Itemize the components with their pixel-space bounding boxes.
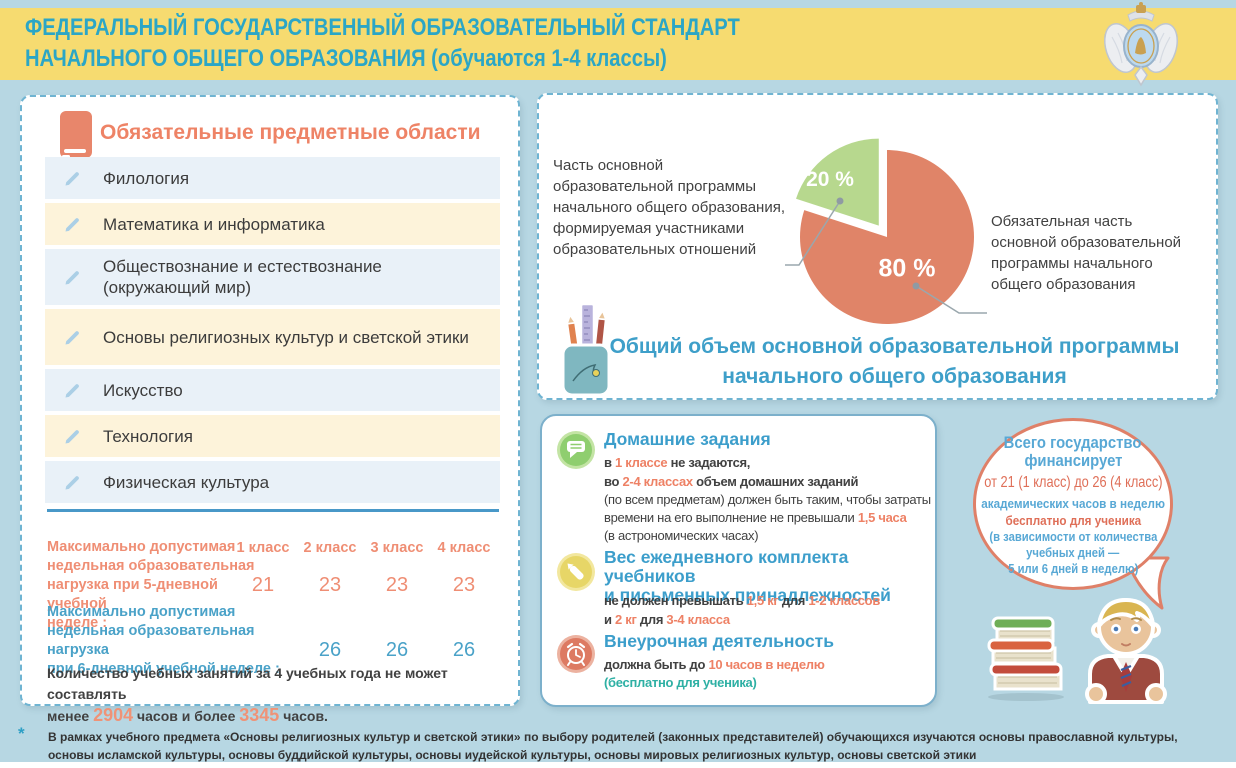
textbook-weight-title: Вес ежедневного комплекта учебников и пи… — [604, 547, 891, 605]
subject-row: Филология — [45, 157, 500, 199]
six-day-value-grade4: 26 — [452, 639, 476, 661]
pie-slice-80-description: Обязательная часть основной образователь… — [991, 213, 1182, 293]
pencil-icon — [65, 476, 79, 490]
page-title-line1: ФЕДЕРАЛЬНЫЙ ГОСУДАРСТВЕННЫЙ ОБРАЗОВАТЕЛЬ… — [25, 14, 740, 41]
pencil-icon — [65, 271, 79, 285]
subject-row: Математика и информатика — [45, 203, 500, 245]
funding-speech-bubble: Всего государство финансирует от 21 (1 к… — [973, 418, 1173, 590]
five-day-value-grade1: 21 — [251, 574, 275, 596]
divider-line — [47, 509, 499, 512]
header-band — [0, 8, 1236, 80]
subject-row: Физическая культура — [45, 461, 500, 503]
pencil-icon — [65, 331, 79, 345]
chat-bubble-icon — [557, 431, 595, 469]
five-day-value-grade4: 23 — [452, 574, 476, 596]
bubble-line: от 21 (1 класс) до 26 (4 класс) — [983, 473, 1163, 491]
alarm-clock-icon — [557, 635, 595, 673]
pencil-cup-icon — [561, 302, 611, 397]
pie-slice-20-label: 20 % — [806, 168, 854, 191]
bubble-line: 5 или 6 дней в неделю) — [1007, 561, 1139, 576]
bottom-strip — [0, 762, 1236, 768]
footnote-text: В рамках учебного предмета «Основы религ… — [48, 728, 1218, 764]
pie-slice-20-description: Часть основной образовательной программы… — [553, 157, 785, 258]
book-icon — [60, 111, 92, 158]
page-title: ФЕДЕРАЛЬНЫЙ ГОСУДАРСТВЕННЫЙ ОБРАЗОВАТЕЛЬ… — [25, 12, 876, 74]
subject-areas-panel: Обязательные предметные области Филологи… — [20, 95, 520, 725]
page-title-line2: НАЧАЛЬНОГО ОБЩЕГО ОБРАЗОВАНИЯ (обучаются… — [25, 45, 667, 72]
subject-label: Филология — [103, 168, 190, 188]
footnote-line2: основы исламской культуры, основы буддий… — [48, 748, 977, 762]
subject-label: Искусство — [103, 380, 183, 400]
five-day-value-grade3: 23 — [385, 574, 409, 596]
subject-areas-title: Обязательные предметные области — [100, 121, 481, 144]
homework-line: (в астрономических часах) — [604, 528, 759, 543]
subject-row: Искусство — [45, 369, 500, 411]
column-header-grade3: 3 класс — [370, 540, 424, 556]
bubble-line: финансирует — [1024, 451, 1122, 470]
extracurricular-title: Внеурочная деятельность — [604, 631, 835, 651]
footnote-asterisk: * — [18, 724, 25, 743]
subject-label: Основы религиозных культур и светской эт… — [103, 327, 469, 347]
subject-label: Технология — [103, 426, 193, 446]
extracurricular-line: должна быть до 10 часов в неделю — [604, 657, 825, 672]
subject-row: Основы религиозных культур и светской эт… — [45, 309, 500, 365]
pencil-icon — [65, 384, 79, 398]
extracurricular-line: (бесплатно для ученика) — [604, 675, 757, 690]
homework-line: во 2-4 классах объем домашних заданий — [604, 474, 859, 489]
subject-label: Физическая культура — [103, 472, 270, 492]
bubble-line: бесплатно для ученика — [1005, 512, 1141, 528]
pencil-stroke-icon — [557, 553, 595, 591]
bubble-line: (в зависимости от количества — [988, 529, 1157, 544]
five-day-value-grade2: 23 — [318, 574, 342, 596]
homework-line: (по всем предметам) должен быть таким, ч… — [604, 492, 931, 507]
textbook-weight-line: не должен превышать 1,5 кг для 1-2 класс… — [604, 593, 881, 608]
student-character — [1085, 598, 1167, 704]
subject-row: Технология — [45, 415, 500, 457]
column-header-grade4: 4 класс — [437, 540, 491, 556]
subject-row: Обществознание и естествознание (окружаю… — [45, 249, 500, 305]
speech-bubble-tail — [1124, 556, 1170, 610]
total-hours-note: Количество учебных занятий за 4 учебных … — [47, 665, 448, 725]
bubble-line: академических часов в неделю — [981, 495, 1165, 511]
pencil-icon — [65, 172, 79, 186]
homework-line: в 1 классе не задаются, — [604, 455, 751, 470]
column-header-grade1: 1 класс — [236, 540, 290, 556]
pencil-icon — [65, 218, 79, 232]
six-day-value-grade3: 26 — [385, 639, 409, 661]
six-day-value-grade2: 26 — [318, 639, 342, 661]
ministry-emblem-icon — [1104, 2, 1178, 87]
subject-label: Математика и информатика — [103, 214, 325, 234]
program-volume-panel: Часть основной образовательной программы… — [537, 93, 1218, 400]
bubble-line: Всего государство — [1004, 433, 1142, 452]
subject-label: Обществознание и естествознание (окружаю… — [103, 257, 382, 297]
pie-chart-title: Общий объем основной образовательной про… — [609, 335, 1180, 388]
six-day-load-label: Максимально допустимая недельная образов… — [47, 604, 280, 677]
footnote-line1: В рамках учебного предмета «Основы религ… — [48, 730, 1178, 744]
rules-panel: Домашние задания в 1 классе не задаются,… — [540, 414, 937, 707]
book-stack-icon — [987, 616, 1064, 701]
column-header-grade2: 2 класс — [303, 540, 357, 556]
bubble-line: учебных дней — — [1026, 545, 1120, 560]
textbook-weight-line: и 2 кг для 3-4 класса — [604, 612, 730, 627]
five-day-load-label: Максимально допустимая недельная образов… — [47, 539, 255, 631]
pencil-icon — [65, 430, 79, 444]
homework-line: времени на его выполнение не превышали 1… — [604, 510, 907, 525]
pie-slice-80-label: 80 % — [878, 254, 936, 283]
homework-title: Домашние задания — [604, 429, 771, 449]
